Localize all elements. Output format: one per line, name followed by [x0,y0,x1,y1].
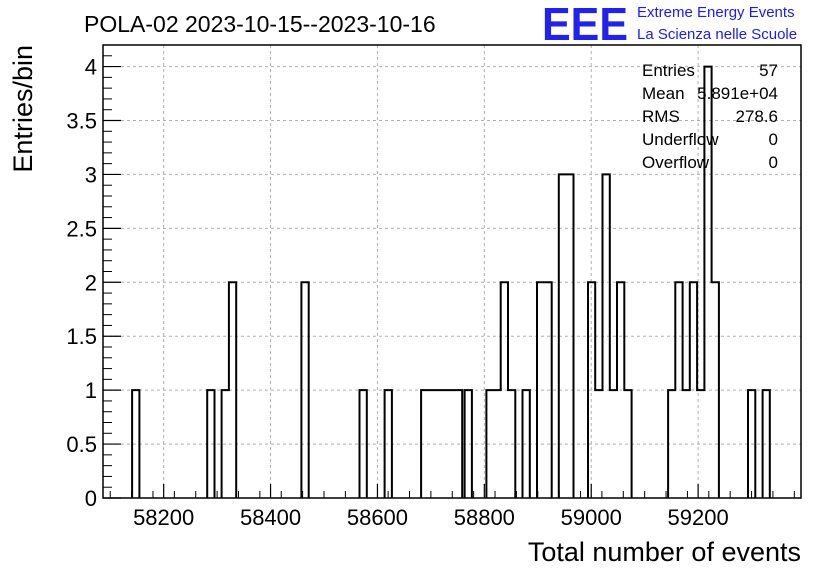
stats-label: Overflow [642,153,710,172]
stats-row-overflow: Overflow 0 [642,153,778,172]
stats-value: 57 [759,61,778,80]
grid [103,45,801,498]
y-tick-label: 0.5 [66,432,97,457]
y-tick-label: 1.5 [66,324,97,349]
stats-row-rms: RMS 278.6 [642,107,778,126]
logo-line-1: Extreme Energy Events [637,4,795,21]
x-tick-label: 59200 [668,505,729,530]
x-tick-label: 58800 [454,505,515,530]
y-tick-label: 3 [85,162,97,187]
stats-value: 0 [769,130,778,149]
stats-row-entries: Entries 57 [642,61,778,80]
stats-label: RMS [642,107,680,126]
x-axis-title: Total number of events [528,537,801,567]
stats-value: 0 [769,153,778,172]
y-axis-title: Entries/bin [8,45,38,173]
stats-row-underflow: Underflow 0 [642,130,778,149]
y-tick-label: 1 [85,378,97,403]
y-tick-label: 2 [85,270,97,295]
stats-label: Underflow [642,130,719,149]
plot-frame [102,44,802,499]
y-tick-label: 0 [85,486,97,511]
logo-line-2: La Scienza nelle Scuole [637,26,797,43]
stats-value: 5.891e+04 [697,84,778,103]
histogram-outline [131,65,771,498]
chart-title: POLA-02 2023-10-15--2023-10-16 [84,11,436,37]
stats-box: Entries 57 Mean 5.891e+04 RMS 278.6 Unde… [642,61,778,172]
x-tick-label: 58400 [240,505,301,530]
eee-logo: EEE Extreme Energy Events La Scienza nel… [542,0,797,50]
x-tick-label: 58200 [133,505,194,530]
x-axis: 58200 58400 58600 58800 59000 59200 [109,484,795,530]
y-tick-label: 3.5 [66,109,97,134]
x-tick-label: 58600 [347,505,408,530]
stats-row-mean: Mean 5.891e+04 [642,84,778,103]
stats-value: 278.6 [735,107,778,126]
stats-label: Entries [642,61,695,80]
logo-mark: EEE [542,0,628,50]
x-tick-label: 59000 [561,505,622,530]
y-tick-label: 4 [85,55,97,80]
stats-label: Mean [642,84,685,103]
y-tick-label: 2.5 [66,216,97,241]
y-axis: 0 0.5 1 1.5 2 2.5 3 3.5 4 [66,55,121,511]
